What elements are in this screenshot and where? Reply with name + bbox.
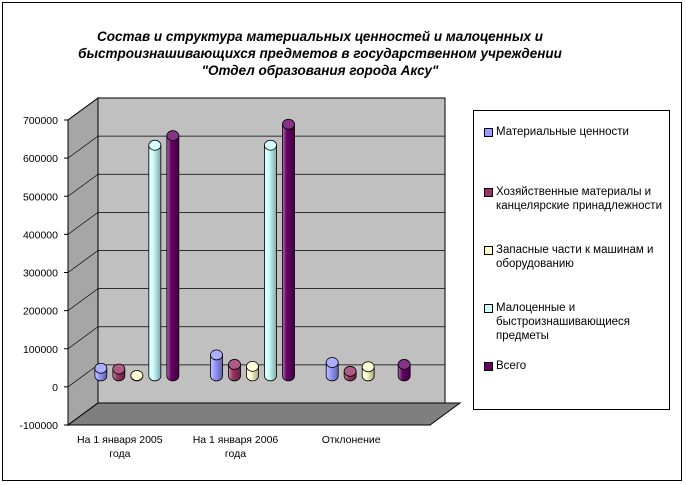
x-tick-label: Отклонение	[322, 434, 381, 446]
y-tick-label: 300000	[23, 268, 58, 280]
bar-top	[361, 361, 375, 373]
chart-title-line-2: быстроизнашивающихся предметов в государ…	[78, 46, 562, 61]
bar	[246, 360, 259, 382]
bar	[94, 362, 108, 382]
floor-top	[66, 402, 462, 426]
bar-top	[228, 359, 241, 370]
bar-top	[94, 362, 108, 374]
bar-body	[210, 354, 223, 382]
y-tick-label: 500000	[23, 191, 58, 203]
legend: Материальные ценности Хозяйственные мате…	[473, 110, 670, 410]
legend-item: Малоценные и быстроизнашивающиеся предме…	[484, 301, 669, 343]
legend-label: Малоценные и быстроизнашивающиеся предме…	[496, 302, 631, 342]
bar-body	[166, 135, 180, 382]
bar-top	[397, 359, 411, 370]
legend-item: Материальные ценности	[484, 125, 669, 139]
legend-label: Хозяйственные материалы и канцелярские п…	[496, 186, 662, 212]
legend-item: Всего	[484, 359, 669, 373]
x-tick-label: На 1 января 2005	[77, 434, 163, 446]
y-tick-label: 100000	[23, 344, 58, 356]
bar-top	[246, 360, 259, 372]
legend-label: Материальные ценности	[496, 126, 629, 138]
bar-top	[148, 139, 162, 151]
chart-title: Состав и структура материальных ценносте…	[20, 28, 620, 79]
gridline-side	[67, 173, 99, 197]
x-axis: На 1 января 2005 года На 1 января 2006 года…	[77, 434, 381, 460]
gridline-side	[67, 364, 99, 388]
y-tick-label: 600000	[23, 153, 58, 165]
gridline-side	[67, 97, 99, 121]
legend-swatch	[484, 246, 493, 255]
x-tick-label: года	[109, 448, 130, 460]
legend-item: Хозяйственные материалы и канцелярские п…	[484, 185, 669, 213]
gridline-side	[67, 288, 99, 311]
legend-swatch	[484, 188, 493, 197]
bar-top	[325, 357, 339, 368]
bars	[94, 118, 411, 382]
x-tick-label: На 1 января 2006	[193, 434, 279, 446]
bar-top	[210, 349, 223, 361]
y-tick-label: 400000	[23, 229, 58, 241]
bar	[130, 370, 144, 382]
y-tick-label: 200000	[23, 306, 58, 318]
bar-body	[282, 123, 295, 382]
bar	[228, 359, 241, 382]
gridline-side	[67, 212, 99, 235]
legend-label: Всего	[496, 360, 527, 372]
bar	[325, 357, 339, 382]
legend-label: Запасные части к машинам и оборудованию	[496, 244, 654, 270]
bar-top	[130, 370, 144, 381]
legend-swatch	[484, 362, 493, 371]
bar	[361, 361, 375, 382]
bar	[148, 139, 162, 382]
y-axis: 700000 600000 500000 400000 300000 200000 1000…	[19, 115, 69, 432]
bar-top	[264, 139, 277, 151]
bar-top	[112, 363, 126, 375]
chart-title-line-1: Состав и структура материальных ценносте…	[97, 29, 543, 44]
bar-top	[166, 130, 180, 142]
y-tick-label: 0	[52, 382, 58, 394]
bar	[112, 363, 126, 382]
y-tick-label: 700000	[23, 115, 58, 127]
bar	[166, 130, 180, 382]
legend-swatch	[484, 128, 493, 137]
bar	[210, 349, 223, 382]
bar	[397, 359, 411, 382]
y-tick-label: -100000	[19, 420, 58, 432]
bar-top	[343, 365, 357, 377]
plot-floor	[66, 402, 462, 426]
gridline-side	[67, 250, 99, 273]
legend-swatch	[484, 304, 493, 313]
bar-top	[282, 118, 295, 130]
gridline-side	[67, 135, 99, 159]
bar	[264, 139, 277, 382]
bar-body	[148, 144, 162, 382]
x-tick-label: года	[225, 448, 246, 460]
bar	[343, 365, 357, 382]
gridline-side	[67, 326, 99, 350]
chart-title-line-3: "Отдел образования города Аксу"	[201, 63, 439, 78]
legend-item: Запасные части к машинам и оборудованию	[484, 243, 669, 271]
bar-body	[264, 144, 277, 382]
bar	[282, 118, 295, 382]
